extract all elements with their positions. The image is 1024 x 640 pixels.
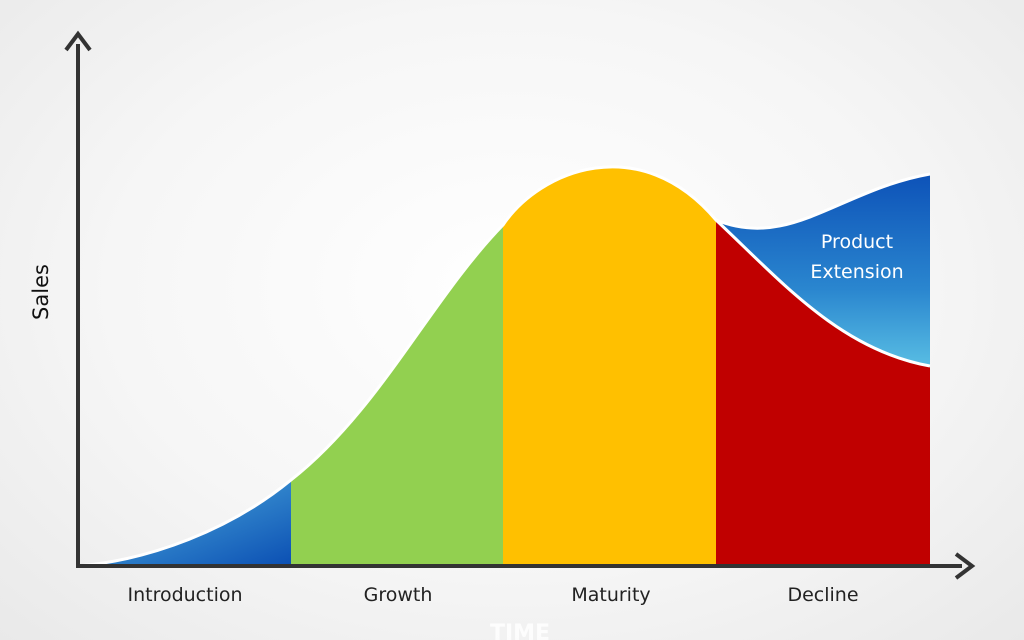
product-extension-area — [716, 174, 930, 366]
x-axis-arrow-icon — [954, 552, 976, 580]
stage-area-decline — [716, 220, 930, 566]
stage-area-maturity — [503, 166, 716, 566]
stage-area-introduction — [78, 480, 291, 566]
stage-label-decline: Decline — [787, 584, 858, 606]
stage-label-introduction: Introduction — [127, 584, 242, 606]
stage-label-maturity: Maturity — [571, 584, 650, 606]
x-axis-label: TIME — [490, 621, 550, 640]
extension-label-line2: Extension — [810, 261, 903, 283]
life-cycle-curve — [77, 165, 931, 568]
extension-curve — [715, 172, 931, 230]
y-axis-arrow-icon — [64, 30, 92, 52]
extension-label-line1: Product — [821, 231, 893, 253]
stage-label-growth: Growth — [364, 584, 433, 606]
y-axis-label: Sales — [29, 264, 53, 320]
stage-area-growth — [291, 225, 503, 566]
